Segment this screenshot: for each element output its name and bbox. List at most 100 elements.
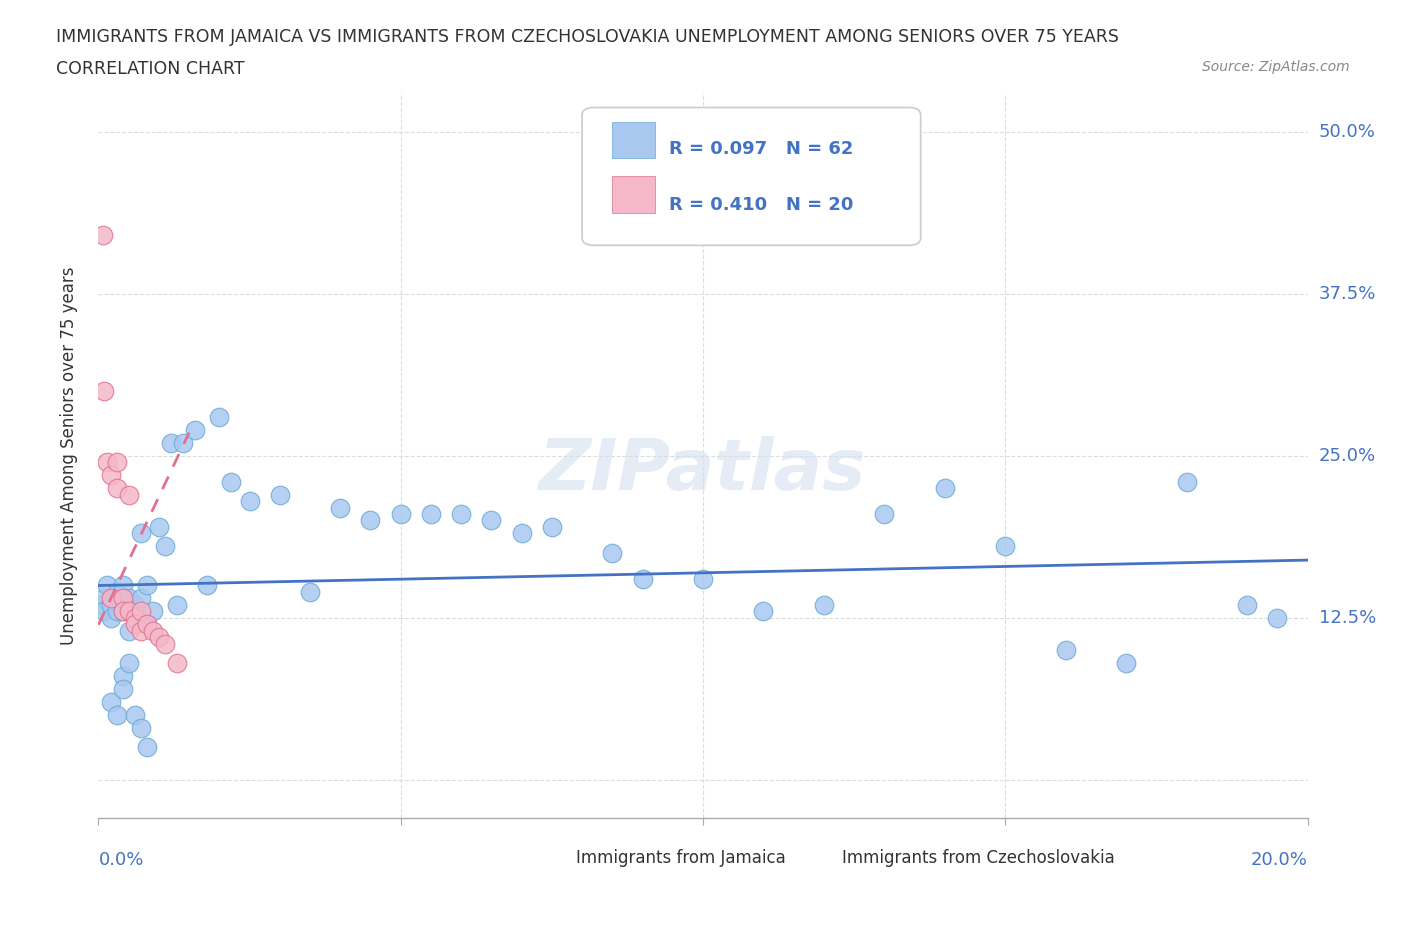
Point xyxy=(166,597,188,612)
Text: 25.0%: 25.0% xyxy=(1319,446,1376,465)
Point xyxy=(135,739,157,754)
Text: R = 0.097   N = 62: R = 0.097 N = 62 xyxy=(669,140,853,158)
Text: 20.0%: 20.0% xyxy=(1251,851,1308,869)
Point xyxy=(129,604,152,618)
Point xyxy=(100,591,122,605)
Point xyxy=(111,682,134,697)
Point xyxy=(118,604,141,618)
Point xyxy=(129,623,152,638)
Text: Source: ZipAtlas.com: Source: ZipAtlas.com xyxy=(1202,60,1350,74)
Point xyxy=(299,584,322,599)
Point xyxy=(111,604,134,618)
Point xyxy=(692,571,714,586)
Point xyxy=(111,591,134,605)
Point xyxy=(91,228,114,243)
Point xyxy=(105,708,128,723)
Point xyxy=(103,591,125,605)
Text: R = 0.410   N = 20: R = 0.410 N = 20 xyxy=(669,196,853,214)
Point xyxy=(1115,656,1137,671)
Text: 37.5%: 37.5% xyxy=(1319,285,1376,303)
Point xyxy=(602,545,624,560)
Point xyxy=(166,656,188,671)
Point xyxy=(873,507,896,522)
Point xyxy=(129,720,152,735)
Point xyxy=(813,597,835,612)
Point xyxy=(124,617,146,631)
Point xyxy=(118,623,141,638)
Point xyxy=(142,623,165,638)
Point xyxy=(172,435,194,450)
FancyBboxPatch shape xyxy=(613,177,655,213)
Point xyxy=(129,591,152,605)
Point xyxy=(100,610,122,625)
Text: 0.0%: 0.0% xyxy=(98,851,143,869)
Point xyxy=(208,409,231,424)
Point xyxy=(124,597,146,612)
Point xyxy=(135,578,157,592)
Text: 50.0%: 50.0% xyxy=(1319,123,1375,140)
Point xyxy=(752,604,775,618)
Point xyxy=(153,636,176,651)
Point xyxy=(1054,643,1077,658)
Point xyxy=(100,468,122,483)
Point xyxy=(105,481,128,496)
Y-axis label: Unemployment Among Seniors over 75 years: Unemployment Among Seniors over 75 years xyxy=(59,267,77,644)
Point xyxy=(135,617,157,631)
Point xyxy=(100,695,122,710)
Point xyxy=(93,591,115,605)
Point xyxy=(1175,474,1198,489)
Point xyxy=(160,435,183,450)
Text: Immigrants from Jamaica: Immigrants from Jamaica xyxy=(576,849,786,868)
Point xyxy=(329,500,352,515)
Point xyxy=(118,487,141,502)
Point xyxy=(153,539,176,554)
Point xyxy=(142,604,165,618)
Text: Immigrants from Czechoslovakia: Immigrants from Czechoslovakia xyxy=(842,849,1115,868)
Point xyxy=(96,578,118,592)
Point xyxy=(510,526,533,541)
Point xyxy=(105,455,128,470)
Point xyxy=(148,520,170,535)
Point xyxy=(934,481,956,496)
FancyBboxPatch shape xyxy=(522,847,564,870)
Point xyxy=(124,610,146,625)
Point xyxy=(96,455,118,470)
Point xyxy=(93,383,115,398)
Point xyxy=(631,571,654,586)
Point xyxy=(111,604,134,618)
Text: 12.5%: 12.5% xyxy=(1319,608,1376,627)
FancyBboxPatch shape xyxy=(582,108,921,246)
Point xyxy=(540,520,562,535)
Text: IMMIGRANTS FROM JAMAICA VS IMMIGRANTS FROM CZECHOSLOVAKIA UNEMPLOYMENT AMONG SEN: IMMIGRANTS FROM JAMAICA VS IMMIGRANTS FR… xyxy=(56,28,1119,46)
Point xyxy=(481,513,503,528)
Point xyxy=(195,578,218,592)
Point xyxy=(124,610,146,625)
Point xyxy=(90,597,112,612)
Point xyxy=(184,422,207,437)
Point xyxy=(135,617,157,631)
Point xyxy=(111,578,134,592)
Point xyxy=(105,584,128,599)
Text: CORRELATION CHART: CORRELATION CHART xyxy=(56,60,245,78)
Point xyxy=(1236,597,1258,612)
Point xyxy=(118,591,141,605)
Point xyxy=(389,507,412,522)
Point xyxy=(93,604,115,618)
Point xyxy=(221,474,243,489)
Point xyxy=(124,708,146,723)
Point xyxy=(148,630,170,644)
Text: ZIPatlas: ZIPatlas xyxy=(540,436,866,505)
FancyBboxPatch shape xyxy=(787,847,830,870)
Point xyxy=(360,513,382,528)
Point xyxy=(118,656,141,671)
Point xyxy=(100,597,122,612)
Point xyxy=(420,507,443,522)
Point xyxy=(994,539,1017,554)
Point xyxy=(111,669,134,684)
Point xyxy=(269,487,291,502)
Point xyxy=(450,507,472,522)
Point xyxy=(1267,610,1289,625)
Point xyxy=(129,526,152,541)
Point xyxy=(118,597,141,612)
Point xyxy=(239,494,262,509)
